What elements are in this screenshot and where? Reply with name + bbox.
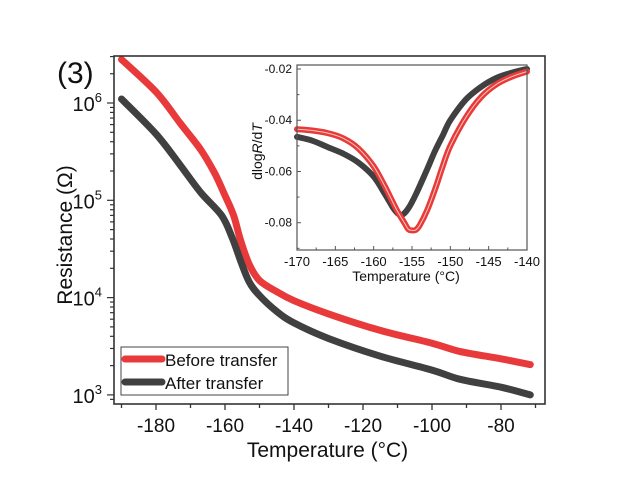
- inset-y-tick-label: -0.08: [265, 216, 293, 230]
- inset-x-tick-label: -150: [437, 254, 463, 269]
- inset-ylabel-part-1: R: [249, 143, 265, 153]
- main-x-tick-label: -100: [413, 416, 451, 437]
- main-series-group: [118, 56, 534, 399]
- inset-ylabel-part-0: dlog: [249, 153, 265, 179]
- main-plot: -180 -160 -140 -120 -100 -80 103 104 105 106 Tem…: [54, 55, 546, 462]
- main-x-tick-label: -180: [137, 416, 175, 437]
- inset-ylabel-part-2: /d: [249, 132, 265, 144]
- main-series-line-before-transfer: [118, 56, 534, 369]
- panel-label: (3): [57, 57, 94, 90]
- inset-x-tick-label: -155: [399, 254, 425, 269]
- inset-y-tick-label: -0.02: [265, 62, 293, 76]
- inset-background: [296, 64, 528, 251]
- main-x-axis: -180 -160 -140 -120 -100 -80: [120, 404, 537, 437]
- main-x-tick-label: -120: [344, 416, 382, 437]
- main-y-axis-title: Resistance (Ω): [54, 165, 77, 304]
- main-y-tick-label: 106: [73, 90, 102, 116]
- main-x-tick-label: -160: [206, 416, 244, 437]
- legend-box: [120, 346, 289, 396]
- inset-x-tick-label: -140: [514, 254, 540, 269]
- inset-plot: -170 -165 -160 -155 -150 -145 -140 -0.08-0.06-…: [249, 62, 540, 284]
- main-y-tick-label: 103: [73, 382, 102, 408]
- inset-x-tick-label: -170: [284, 254, 310, 269]
- main-y-tick-label: 104: [73, 285, 102, 311]
- inset-y-axis-title: dlogR/dT: [249, 122, 265, 180]
- inset-series-line-after-transfer: [294, 66, 530, 219]
- inset-series-highlight-before-transfer: [296, 71, 528, 231]
- main-x-tick-label: -140: [275, 416, 313, 437]
- inset-y-tick-label: -0.04: [265, 113, 293, 127]
- main-series-line-after-transfer: [118, 95, 534, 399]
- legend: Before transfer After transfer: [120, 346, 289, 396]
- legend-label-after-transfer: After transfer: [165, 374, 264, 393]
- main-y-tick-label: 105: [73, 187, 102, 213]
- main-x-tick-label: -80: [487, 416, 514, 437]
- inset-y-tick-label: -0.06: [265, 164, 293, 178]
- inset-x-tick-label: -145: [476, 254, 502, 269]
- inset-series-group: [294, 66, 530, 234]
- inset-x-axis-title: Temperature (°C): [352, 268, 460, 284]
- inset-x-tick-label: -165: [322, 254, 348, 269]
- main-y-axis: 103 104 105 106: [73, 55, 114, 408]
- inset-y-axis: -0.08 -0.06 -0.04 -0.02: [265, 62, 301, 249]
- legend-label-before-transfer: Before transfer: [165, 351, 278, 370]
- main-x-axis-title: Temperature (°C): [247, 439, 408, 462]
- inset-x-tick-label: -160: [361, 254, 387, 269]
- inset-x-axis: -170 -165 -160 -155 -150 -145 -140: [284, 246, 540, 269]
- inset-ylabel-part-3: T: [249, 122, 265, 132]
